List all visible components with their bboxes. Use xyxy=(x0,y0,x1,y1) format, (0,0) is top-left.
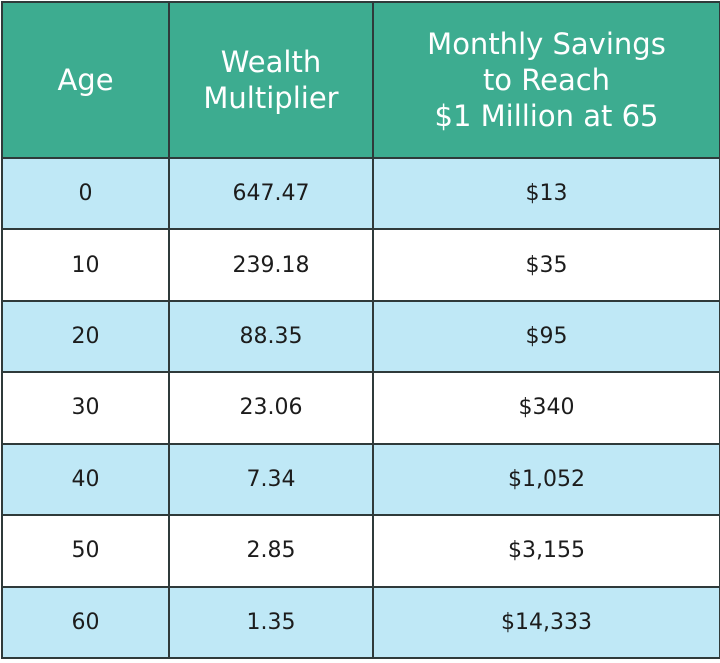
table-body: 0 647.47 $13 10 239.18 $35 20 88.35 $95 30 23.06 $3… xyxy=(1,156,720,660)
table-row: 10 239.18 $35 xyxy=(1,228,720,302)
header-text: $1 Million at 65 xyxy=(434,99,659,133)
table-cell: 2.85 xyxy=(168,514,374,588)
table-cell: 23.06 xyxy=(168,371,374,445)
table-cell: $340 xyxy=(372,371,720,445)
header-text: Wealth xyxy=(220,45,322,79)
table-cell: $14,333 xyxy=(372,585,720,660)
table-cell: 239.18 xyxy=(168,228,374,302)
table-cell: 60 xyxy=(1,585,170,660)
table-row: 40 7.34 $1,052 xyxy=(1,442,720,517)
table-row: 0 647.47 $13 xyxy=(1,156,720,231)
table-row: 50 2.85 $3,155 xyxy=(1,514,720,588)
table-cell: $13 xyxy=(372,156,720,231)
header-cell: Age xyxy=(1,1,170,159)
header-text: Age xyxy=(57,63,114,97)
table-header: Age Wealth Multiplier Monthly Savings to Rea… xyxy=(1,1,720,159)
table-cell: 30 xyxy=(1,371,170,445)
table-cell: 50 xyxy=(1,514,170,588)
header-text: Monthly Savings xyxy=(427,27,666,61)
table-cell: 10 xyxy=(1,228,170,302)
table-row: 60 1.35 $14,333 xyxy=(1,585,720,660)
header-row: Age Wealth Multiplier Monthly Savings to Rea… xyxy=(1,1,720,159)
table-cell: 88.35 xyxy=(168,299,374,374)
table-cell: $1,052 xyxy=(372,442,720,517)
table-cell: 20 xyxy=(1,299,170,374)
table-cell: $35 xyxy=(372,228,720,302)
table-cell: $3,155 xyxy=(372,514,720,588)
table-row: 30 23.06 $340 xyxy=(1,371,720,445)
header-cell: Wealth Multiplier xyxy=(168,1,374,159)
header-text: Multiplier xyxy=(203,81,339,115)
table-cell: 647.47 xyxy=(168,156,374,231)
header-cell: Monthly Savings to Reach $1 Million at 65 xyxy=(372,1,720,159)
table-cell: 40 xyxy=(1,442,170,517)
table-row: 20 88.35 $95 xyxy=(1,299,720,374)
header-text: to Reach xyxy=(482,63,611,97)
table-cell: $95 xyxy=(372,299,720,374)
table-cell: 0 xyxy=(1,156,170,231)
table-cell: 7.34 xyxy=(168,442,374,517)
table-cell: 1.35 xyxy=(168,585,374,660)
